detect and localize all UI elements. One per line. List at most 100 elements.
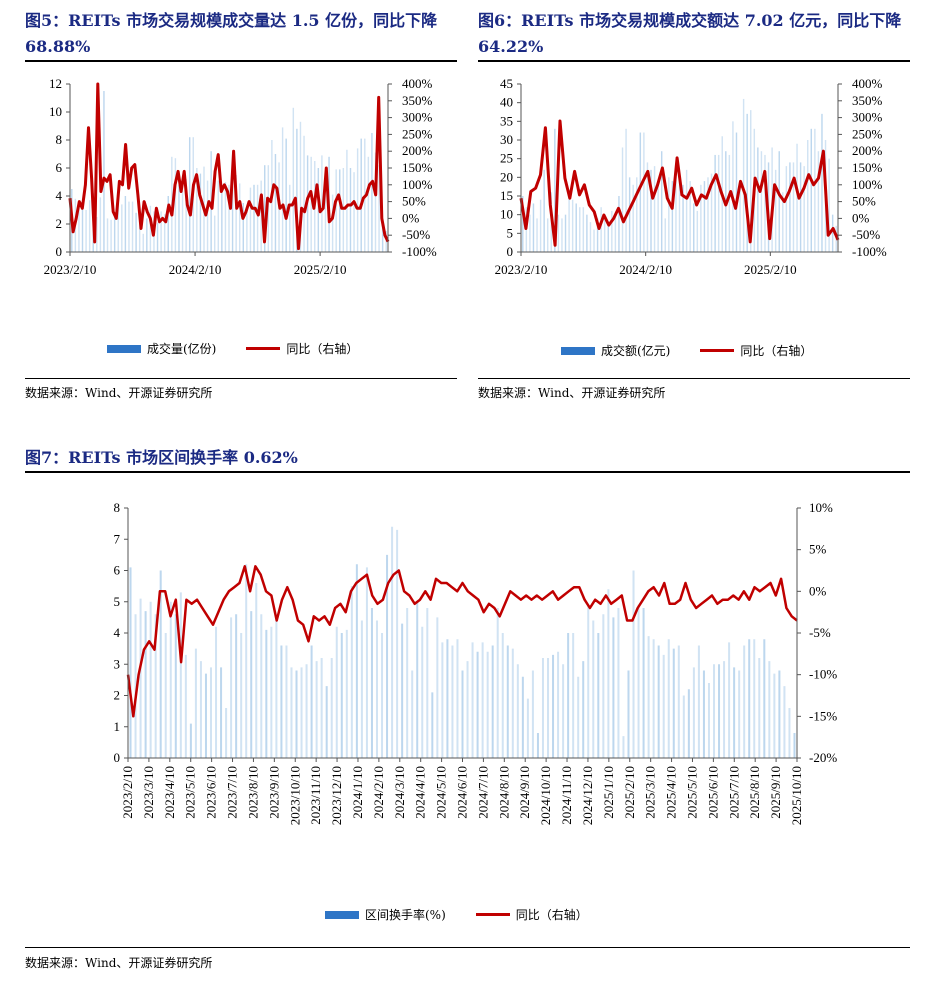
bar	[220, 667, 223, 758]
y2-tick-label: 350%	[852, 93, 883, 108]
bar	[321, 155, 323, 252]
bar	[300, 667, 303, 758]
bar	[547, 658, 550, 758]
bar	[255, 583, 258, 758]
bar	[622, 736, 625, 758]
legend-bar-label: 成交量(亿份)	[147, 342, 217, 356]
yoy-line	[519, 119, 840, 247]
bar	[671, 181, 674, 252]
bar	[134, 614, 137, 758]
x-tick-label: 2025/6/10	[705, 766, 720, 819]
bar	[253, 184, 255, 252]
bar	[593, 229, 595, 252]
bar	[221, 184, 223, 252]
bar	[592, 620, 595, 758]
legend-bar-label: 区间换手率(%)	[365, 908, 446, 922]
bar	[757, 147, 759, 252]
bar	[803, 166, 805, 252]
bar	[88, 200, 91, 252]
bar	[561, 218, 563, 252]
bar	[607, 222, 609, 252]
bar	[637, 604, 640, 758]
bar	[764, 154, 766, 252]
bar	[325, 686, 328, 758]
bar	[290, 667, 293, 758]
x-tick-label: 2025/2/10	[622, 766, 637, 819]
x-tick-label: 2023/2/10	[44, 262, 97, 277]
bar	[668, 177, 670, 252]
bar	[292, 107, 295, 252]
y2-tick-label: -100%	[852, 244, 887, 259]
x-tick-label: 2025/2/10	[294, 262, 347, 277]
line-swatch	[246, 347, 281, 350]
bar	[250, 611, 253, 758]
bar	[522, 196, 524, 252]
bar	[714, 154, 716, 252]
bar	[572, 633, 575, 758]
bar	[367, 156, 370, 252]
figure5-title: 图5：REITs 市场交易规模成交量达 1.5 亿份，同比下降 68.88%	[25, 11, 438, 56]
x-tick-label: 2024/1/10	[350, 766, 365, 819]
bar	[275, 620, 278, 758]
y-tick-label: 5	[507, 225, 514, 240]
y-tick-label: 4	[114, 625, 121, 640]
x-tick-label: 2024/9/10	[517, 766, 532, 819]
bar	[356, 148, 359, 252]
bar	[281, 127, 284, 252]
bar	[416, 601, 419, 758]
figure7-source: 数据来源：Wind、开源证券研究所	[25, 956, 213, 970]
bar	[451, 645, 454, 758]
bar	[748, 639, 751, 758]
x-tick-label: 2025/4/10	[664, 766, 679, 819]
bar	[543, 169, 545, 252]
bar	[750, 110, 752, 252]
y2-tick-label: -50%	[852, 227, 880, 242]
bar	[340, 633, 343, 758]
bar	[385, 231, 387, 252]
bar	[431, 692, 434, 758]
bar	[710, 173, 713, 252]
x-tick-label: 2024/4/10	[413, 766, 428, 819]
bar	[260, 614, 263, 758]
bar	[536, 733, 539, 758]
bar	[231, 186, 234, 252]
bar	[167, 196, 169, 252]
bar	[411, 670, 414, 758]
x-tick-label: 2023/8/10	[245, 766, 260, 819]
chart-6: 0 5 10 15 20 25 30 35 40 45 -100% -50% 0%50% 100% 150%…	[495, 76, 887, 277]
figure6-legend: 成交额(亿元) 同比（右轴）	[561, 342, 812, 359]
bar	[501, 633, 504, 758]
bar	[360, 138, 362, 252]
y-tick-label: 8	[114, 500, 121, 515]
bar	[793, 733, 796, 758]
bar	[396, 529, 399, 758]
figure5-legend: 成交量(亿份) 同比（右轴）	[107, 340, 358, 357]
x-tick-label: 2023/2/10	[495, 262, 548, 277]
y2-tick-label: 400%	[402, 76, 433, 91]
y2-tick-label: 250%	[852, 126, 883, 141]
x-tick-label: 2024/2/10	[371, 766, 386, 819]
bar	[557, 651, 560, 758]
x-tick-label: 2025/10/10	[789, 766, 804, 825]
bar	[154, 614, 157, 758]
bar	[81, 201, 84, 252]
bar	[783, 686, 786, 758]
bar	[350, 586, 353, 758]
bar	[612, 617, 615, 758]
bar	[476, 651, 479, 758]
x-tick-label: 2023/3/10	[141, 766, 156, 819]
bar	[587, 604, 590, 758]
bar	[215, 626, 218, 758]
bar	[239, 183, 241, 252]
bar	[743, 645, 746, 758]
bar	[456, 639, 459, 758]
bar	[664, 218, 666, 252]
bar	[617, 608, 620, 758]
bar	[567, 633, 570, 758]
bar	[204, 673, 207, 758]
bar	[760, 151, 763, 252]
bar	[614, 214, 617, 252]
bar	[531, 670, 534, 758]
y-tick-label: 1	[114, 719, 121, 734]
